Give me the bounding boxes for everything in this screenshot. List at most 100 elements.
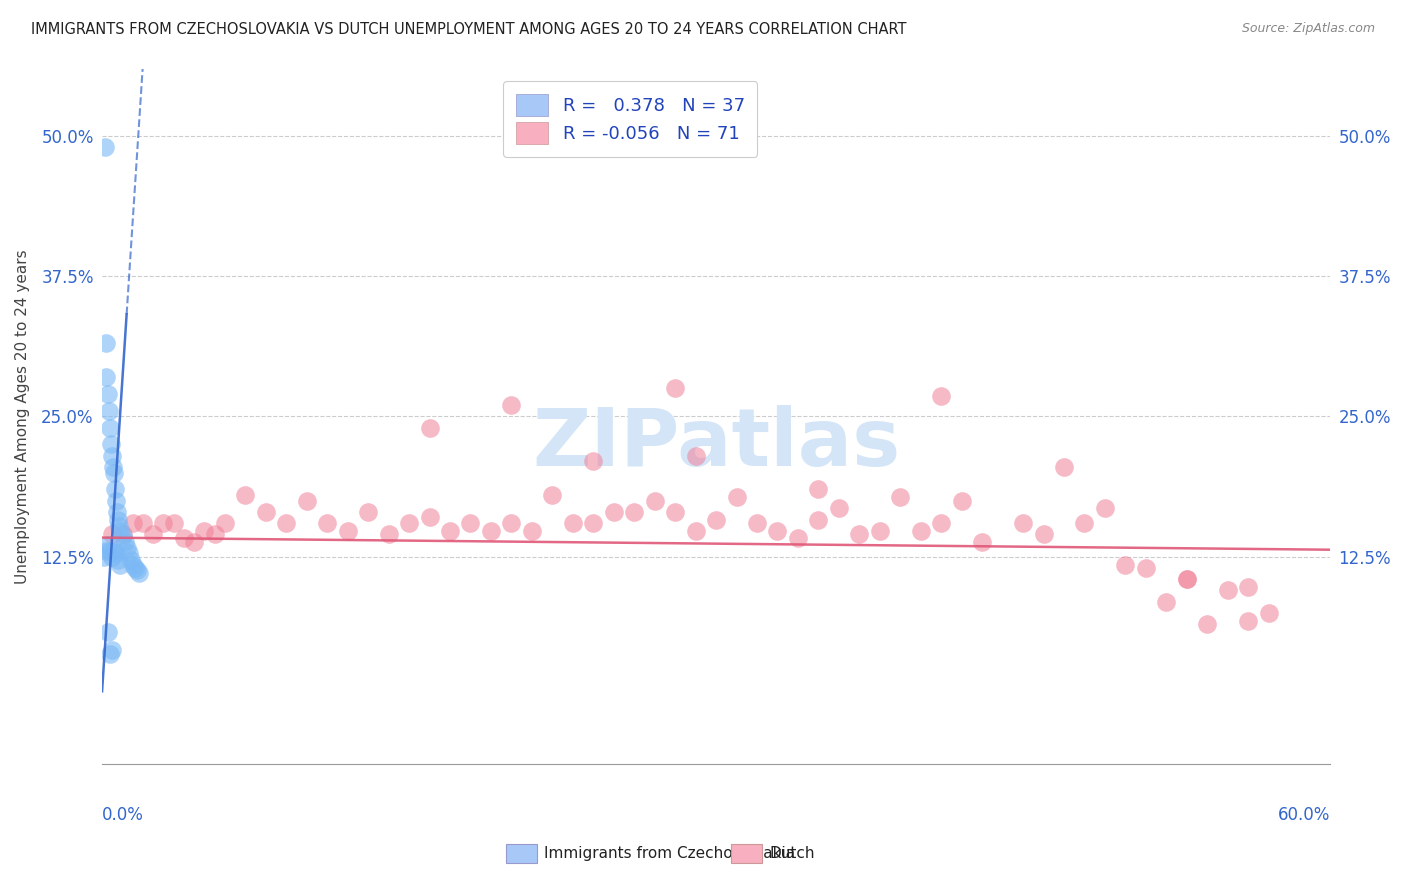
Point — [104, 483, 127, 497]
Point — [193, 524, 215, 538]
Text: Source: ZipAtlas.com: Source: ZipAtlas.com — [1241, 22, 1375, 36]
Point — [107, 513, 129, 527]
Point — [479, 524, 502, 538]
Point — [807, 483, 830, 497]
Point — [183, 535, 205, 549]
Point — [725, 490, 748, 504]
Point — [110, 558, 132, 572]
Point — [316, 516, 339, 530]
Y-axis label: Unemployment Among Ages 20 to 24 years: Unemployment Among Ages 20 to 24 years — [15, 249, 30, 583]
Point — [623, 505, 645, 519]
Point — [98, 544, 121, 558]
Point — [1114, 558, 1136, 572]
Point — [94, 140, 117, 154]
Point — [685, 524, 707, 538]
Point — [101, 642, 124, 657]
Point — [1237, 614, 1260, 628]
Point — [1032, 527, 1054, 541]
Point — [163, 516, 186, 530]
Point — [582, 454, 605, 468]
Text: 60.0%: 60.0% — [1278, 806, 1330, 824]
Point — [704, 513, 727, 527]
Point — [972, 535, 994, 549]
Point — [115, 541, 138, 555]
Point — [142, 527, 165, 541]
Point — [93, 549, 115, 564]
Point — [152, 516, 174, 530]
Point — [103, 544, 125, 558]
Point — [97, 387, 120, 401]
Text: IMMIGRANTS FROM CZECHOSLOVAKIA VS DUTCH UNEMPLOYMENT AMONG AGES 20 TO 24 YEARS C: IMMIGRANTS FROM CZECHOSLOVAKIA VS DUTCH … — [31, 22, 907, 37]
Point — [561, 516, 583, 530]
Point — [1175, 572, 1198, 586]
Point — [110, 524, 132, 538]
Point — [1135, 561, 1157, 575]
Point — [848, 527, 870, 541]
Text: Immigrants from Czechoslovakia: Immigrants from Czechoslovakia — [544, 847, 796, 861]
Point — [233, 488, 256, 502]
Point — [107, 553, 129, 567]
Point — [1053, 459, 1076, 474]
Point — [1012, 516, 1035, 530]
Point — [1073, 516, 1095, 530]
Point — [357, 505, 380, 519]
Point — [132, 516, 155, 530]
Text: 0.0%: 0.0% — [103, 806, 143, 824]
Point — [1216, 583, 1239, 598]
Point — [114, 535, 136, 549]
Point — [121, 558, 143, 572]
Point — [766, 524, 789, 538]
Point — [98, 404, 121, 418]
Point — [97, 538, 120, 552]
Point — [101, 449, 124, 463]
Point — [336, 524, 359, 538]
Point — [1094, 501, 1116, 516]
Point — [295, 493, 318, 508]
Point — [254, 505, 277, 519]
Point — [501, 398, 523, 412]
Point — [103, 459, 125, 474]
Point — [101, 549, 124, 564]
Point — [828, 501, 851, 516]
Point — [950, 493, 973, 508]
Point — [98, 420, 121, 434]
Text: ZIPatlas: ZIPatlas — [531, 405, 900, 483]
Point — [418, 420, 440, 434]
Point — [787, 531, 810, 545]
Text: Dutch: Dutch — [769, 847, 814, 861]
Point — [124, 561, 146, 575]
Point — [398, 516, 420, 530]
Point — [108, 519, 131, 533]
Point — [107, 505, 129, 519]
Point — [439, 524, 461, 538]
Point — [541, 488, 564, 502]
Point — [105, 546, 128, 560]
Point — [1257, 606, 1279, 620]
Point — [214, 516, 236, 530]
Point — [807, 513, 830, 527]
Point — [644, 493, 666, 508]
Point — [929, 516, 952, 530]
Point — [501, 516, 523, 530]
Point — [929, 389, 952, 403]
Point — [111, 527, 134, 541]
Point — [204, 527, 226, 541]
Point — [520, 524, 543, 538]
Point — [377, 527, 399, 541]
Point — [418, 510, 440, 524]
Point — [1197, 617, 1219, 632]
Point — [276, 516, 298, 530]
Point — [128, 566, 150, 581]
Point — [98, 648, 121, 662]
Point — [745, 516, 768, 530]
Point — [105, 493, 128, 508]
Point — [173, 531, 195, 545]
Point — [685, 449, 707, 463]
Point — [121, 516, 143, 530]
Point — [100, 437, 122, 451]
Point — [889, 490, 911, 504]
Point — [94, 336, 117, 351]
Point — [120, 553, 142, 567]
Point — [664, 381, 686, 395]
Point — [664, 505, 686, 519]
